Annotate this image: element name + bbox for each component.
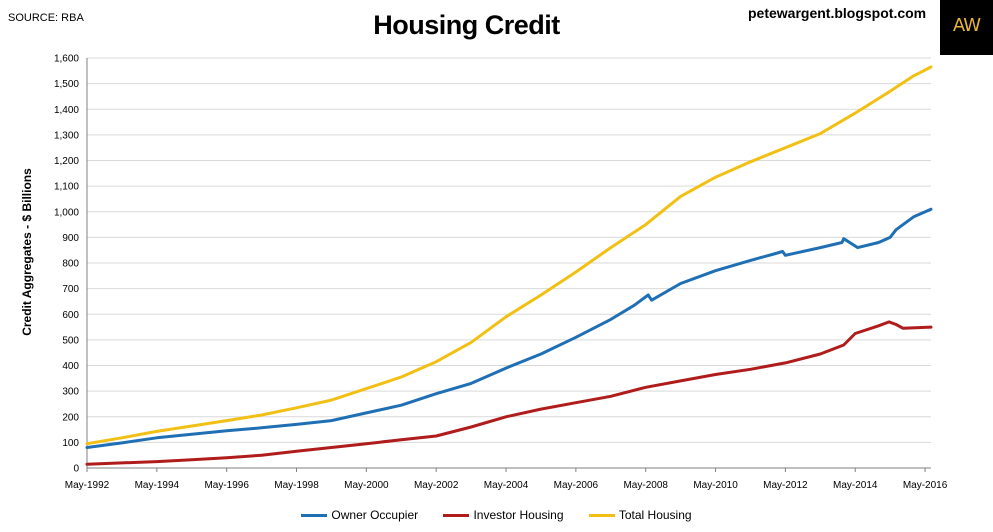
series-line-total-housing [85, 65, 933, 446]
y-tick-label: 400 [62, 361, 79, 372]
y-tick-label: 1,300 [54, 130, 79, 141]
legend-label: Total Housing [618, 508, 692, 522]
tick-labels: 0 100 200 300 400 500 600 700 800 900 1,000 1,100 1,… [54, 54, 948, 492]
x-tick-label: May-1992 [65, 480, 110, 491]
series-line-investor-housing [85, 320, 933, 466]
x-tick-label: May-2012 [763, 480, 808, 491]
y-tick-label: 1,100 [54, 182, 79, 193]
x-tick-label: May-2016 [903, 480, 948, 491]
x-tick-label: May-2008 [623, 480, 668, 491]
y-tick-label: 100 [62, 438, 79, 449]
chart-title: Housing Credit [373, 10, 560, 40]
blog-url: petewargent.blogspot.com [748, 5, 927, 21]
x-tick-label: May-2010 [693, 480, 738, 491]
legend-label: Investor Housing [473, 508, 564, 522]
x-tick-label: May-1996 [204, 480, 249, 491]
series-line-owner-occupier [85, 207, 933, 449]
legend-swatch [588, 514, 615, 518]
source-note: SOURCE: RBA [8, 12, 84, 24]
y-tick-label: 1,400 [54, 105, 79, 116]
y-tick-label: 0 [73, 464, 79, 475]
y-tick-label: 900 [62, 233, 79, 244]
series-lines [85, 65, 933, 466]
x-tick-label: May-1994 [135, 480, 180, 491]
x-tick-label: May-1998 [274, 480, 319, 491]
legend-swatch [301, 514, 328, 518]
x-tick-label: May-2002 [414, 480, 459, 491]
y-tick-label: 700 [62, 284, 79, 295]
y-tick-label: 1,200 [54, 156, 79, 167]
logo: AW [940, 0, 993, 55]
axes [86, 58, 931, 472]
y-tick-label: 500 [62, 335, 79, 346]
legend: Owner Occupier Investor Housing Total Ho… [0, 508, 993, 522]
line-chart: 0 100 200 300 400 500 600 700 800 900 1,000 1,100 1,… [54, 54, 948, 492]
legend-swatch [443, 514, 470, 518]
legend-item-owner-occupier: Owner Occupier [301, 508, 418, 522]
y-tick-label: 800 [62, 259, 79, 270]
y-tick-label: 1,600 [54, 54, 79, 65]
logo-text: AW [952, 15, 981, 36]
y-tick-label: 600 [62, 310, 79, 321]
y-tick-label: 200 [62, 412, 79, 423]
x-tick-label: May-2014 [833, 480, 878, 491]
x-tick-label: May-2004 [484, 480, 529, 491]
legend-item-total-housing: Total Housing [588, 508, 692, 522]
y-tick-label: 1,000 [54, 207, 79, 218]
legend-label: Owner Occupier [331, 508, 419, 522]
y-tick-label: 300 [62, 387, 79, 398]
x-tick-label: May-2006 [554, 480, 599, 491]
y-tick-label: 1,500 [54, 79, 79, 90]
x-tick-label: May-2000 [344, 480, 389, 491]
legend-item-investor-housing: Investor Housing [443, 508, 564, 522]
